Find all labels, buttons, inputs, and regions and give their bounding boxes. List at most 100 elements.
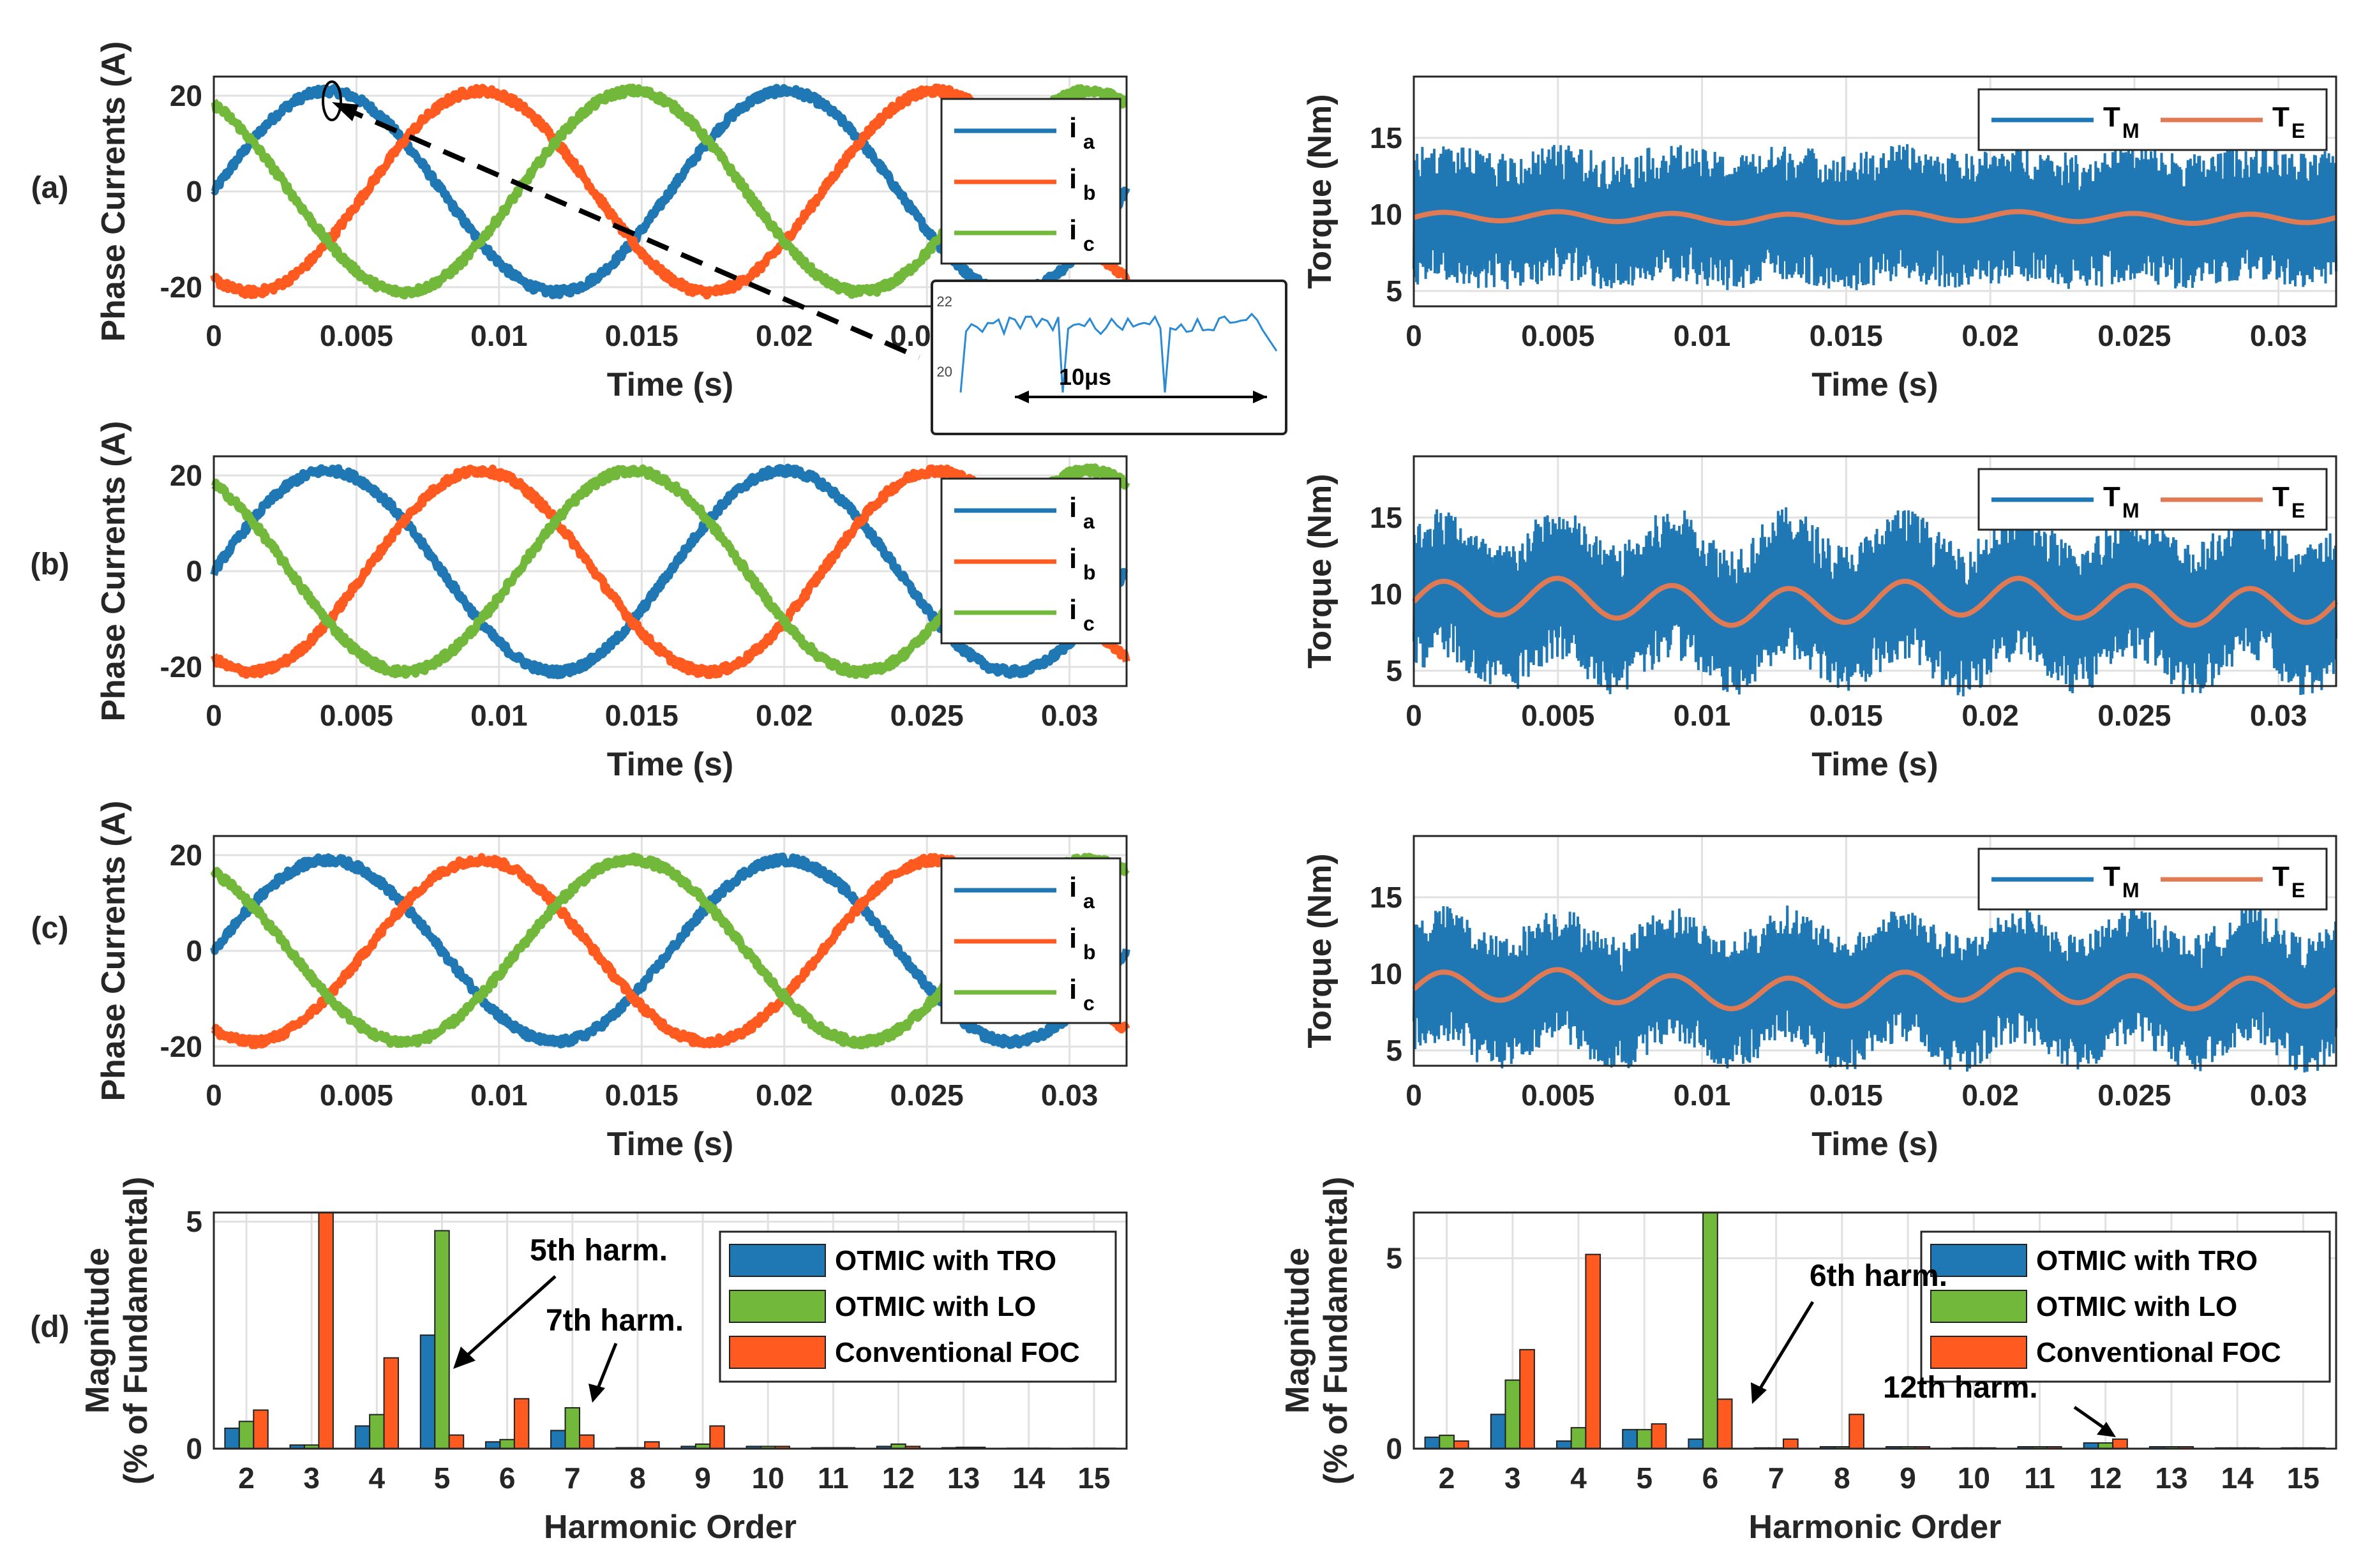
currents-panel-a-xtick: 0.015 [605, 319, 678, 352]
currents-panel-a-ylabel: Phase Currents (A) [95, 41, 132, 342]
harmonics-xtick: 6 [1702, 1461, 1719, 1495]
inset-signal [959, 312, 1278, 393]
zoom-arrowhead [332, 102, 359, 121]
bar-conventional-foc-h8 [644, 1441, 660, 1449]
legend-subscript: a [1083, 130, 1095, 153]
torque-panel-b-xtick: 0 [1406, 699, 1422, 732]
torque-panel-b-xtick: 0.025 [2097, 699, 2171, 732]
torque-panel-a-ytick: 10 [1370, 198, 1402, 231]
legend-subscript: c [1083, 612, 1095, 635]
legend-subscript: b [1083, 181, 1096, 204]
currents-panel-c-ylabel: Phase Currents (A) [95, 801, 132, 1101]
legend-label: i [1069, 214, 1077, 246]
annotation-7th-harm: 7th harm. [546, 1304, 684, 1338]
harmonics-xtick: 12 [882, 1461, 915, 1495]
legend-label: i [1069, 974, 1077, 1005]
harmonics-ylabel-line1: Magnitude [79, 1248, 116, 1414]
currents-panel-c-ytick: -20 [160, 1030, 202, 1063]
harmonics-xtick: 8 [1834, 1461, 1850, 1495]
currents-panel-c-border [213, 835, 1128, 1067]
harmonics-xtick: 7 [564, 1461, 581, 1495]
torque-panel-b-xtick: 0.005 [1521, 699, 1594, 732]
legend-label: Conventional FOC [2036, 1337, 2281, 1368]
currents-panel-b-ytick: 20 [170, 459, 202, 492]
legend-label-tm: T [2103, 101, 2120, 133]
torque-panel-a-xtick: 0.005 [1521, 319, 1594, 352]
bar-conventional-foc-h7 [1783, 1438, 1799, 1449]
bar-conventional-foc-h8 [1848, 1414, 1864, 1449]
torque-panel-c-xtick: 0.025 [2097, 1079, 2171, 1112]
annotation-arrowhead-7th [588, 1384, 605, 1403]
torque-panel-a-xtick: 0.015 [1810, 319, 1883, 352]
harmonics-xtick: 9 [694, 1461, 711, 1495]
torque-panel-b-ytick: 5 [1386, 654, 1402, 687]
torque-panel-a-xtick: 0.03 [2250, 319, 2307, 352]
currents-panel-b-xtick: 0.015 [605, 699, 678, 732]
harmonics-panel-left: 2 3 4 5 6 7 8 9 10 11 12 13 14 15 0 5 Harmonic Order Magn… [79, 1177, 1128, 1546]
torque-panel-c-xtick: 0 [1406, 1079, 1422, 1112]
torque-panel-c-xtick: 0.02 [1961, 1079, 2019, 1112]
bar-otmic-with-lo-h5 [1636, 1429, 1653, 1450]
harmonics-xtick: 12 [2089, 1461, 2122, 1495]
harmonics-xtick: 15 [2287, 1461, 2320, 1495]
harmonics-xtick: 11 [818, 1461, 849, 1495]
currents-panel-a-ytick: 0 [186, 175, 202, 208]
legend-subscript-te: E [2291, 499, 2305, 522]
currents-panel-c-xtick: 0.005 [320, 1079, 393, 1112]
torque-panel-c-ytick: 10 [1370, 957, 1402, 990]
row-label-b: (b) [30, 548, 69, 581]
harmonics-xtick: 9 [1900, 1461, 1916, 1495]
torque-panel-c-xtick: 0.03 [2250, 1079, 2307, 1112]
torque-panel-a-ytick: 15 [1370, 121, 1402, 154]
annotation-6th-harm: 6th harm. [1810, 1259, 1947, 1293]
legend-swatch [729, 1290, 826, 1323]
harmonics-xtick: 5 [434, 1461, 451, 1495]
legend-subscript-tm: M [2122, 879, 2140, 902]
legend-subscript: a [1083, 890, 1095, 913]
legend-subscript-tm: M [2122, 119, 2140, 142]
inset-box [931, 280, 1287, 435]
harmonics-xtick: 8 [629, 1461, 646, 1495]
legend-label-te: T [2272, 101, 2290, 133]
legend-label: i [1069, 163, 1077, 195]
harmonics-border [1413, 1211, 2337, 1450]
legend-subscript: c [1083, 232, 1095, 255]
harmonics-ytick: 0 [1386, 1432, 1402, 1465]
annotation-arrow-5th [461, 1275, 557, 1361]
legend-label: i [1069, 112, 1077, 144]
torque-panel-c-border [1413, 835, 2337, 1067]
currents-panel-c-xtick: 0.01 [470, 1079, 528, 1112]
legend-subscript-te: E [2291, 879, 2305, 902]
harmonics-xlabel: Harmonic Order [1749, 1509, 2002, 1546]
bar-otmic-with-tro-h2 [224, 1427, 240, 1449]
currents-panel-c-xtick: 0.03 [1041, 1079, 1098, 1112]
torque-panel-c-xtick: 0.005 [1521, 1079, 1594, 1112]
bar-conventional-foc-h6 [513, 1398, 530, 1449]
harmonics-xtick: 11 [2024, 1461, 2055, 1495]
harmonics-xtick: 14 [1012, 1461, 1046, 1495]
bar-otmic-with-lo-h4 [369, 1414, 385, 1449]
series-ia-line [210, 463, 1130, 680]
zoom-dashed-arrow [340, 105, 920, 360]
bar-conventional-foc-h3 [1519, 1348, 1535, 1449]
torque-panel-c-ylabel: Torque (Nm) [1301, 853, 1338, 1048]
row-label-d: (d) [30, 1310, 69, 1344]
bar-otmic-with-lo-h7 [564, 1407, 581, 1449]
series-te-line [1412, 576, 2338, 628]
currents-panel-b-xtick: 0.01 [470, 699, 528, 732]
bar-otmic-with-tro-h5 [1622, 1429, 1638, 1450]
harmonics-xtick: 15 [1077, 1461, 1110, 1495]
bar-conventional-foc-h2 [253, 1409, 269, 1450]
legend-subscript: b [1083, 941, 1096, 964]
bar-conventional-foc-h5 [1651, 1423, 1667, 1450]
harmonics-ytick: 0 [186, 1432, 202, 1465]
harmonics-xtick: 13 [947, 1461, 980, 1495]
series-tm-line [1413, 144, 2337, 290]
torque-panel-a-ytick: 5 [1386, 274, 1402, 308]
legend-swatch [1930, 1244, 2027, 1277]
legend-label: Conventional FOC [835, 1337, 1080, 1368]
